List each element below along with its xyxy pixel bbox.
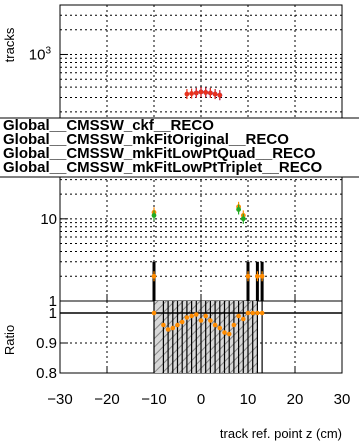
legend: Global__CMSSW_ckf__RECO Global__CMSSW_mk… xyxy=(0,117,359,178)
top-y-ticks: 1 10 103 xyxy=(29,45,68,310)
ratio-point xyxy=(245,310,251,316)
ratio-point xyxy=(217,325,223,331)
data-point xyxy=(151,213,157,218)
ratio-panel: 0.8 0.9 1 Ratio xyxy=(2,300,343,382)
x-axis-label: track ref. point z (cm) xyxy=(220,426,342,441)
legend-box xyxy=(0,117,359,178)
y-tick-label: 0.9 xyxy=(36,335,57,352)
x-tick-label: 10 xyxy=(240,391,257,408)
x-tick-label: −30 xyxy=(47,391,72,408)
legend-entry: Global__CMSSW_mkFitLowPtQuad__RECO xyxy=(3,145,316,162)
x-tick-label: 30 xyxy=(334,391,351,408)
y-tick-label: 0.8 xyxy=(36,365,57,382)
top-error-bars xyxy=(152,261,264,301)
data-point xyxy=(217,92,223,98)
ratio-point xyxy=(198,318,204,323)
ratio-point xyxy=(161,322,166,328)
ratio-data-points xyxy=(151,301,265,373)
ratio-point xyxy=(170,325,176,331)
y-tick-label: 1 xyxy=(49,293,57,310)
ratio-point xyxy=(165,327,171,332)
data-point xyxy=(193,90,199,96)
data-point xyxy=(208,90,213,96)
ratio-point xyxy=(236,313,241,319)
ratio-point xyxy=(184,315,190,320)
ratio-y-axis-label: Ratio xyxy=(2,325,17,355)
y-tick-label: 10 xyxy=(40,211,57,228)
top-y-axis-label: tracks xyxy=(2,27,17,62)
x-axis-ticks: −30 −20 −10 0 10 20 30 xyxy=(47,294,350,408)
data-point xyxy=(203,90,209,95)
ratio-point xyxy=(259,310,265,316)
data-point xyxy=(212,91,218,97)
data-point xyxy=(151,273,157,279)
ratio-point xyxy=(194,312,199,317)
ratio-point xyxy=(231,322,237,328)
data-point xyxy=(198,89,204,95)
legend-entry: Global__CMSSW_mkFitLowPtTriplet__RECO xyxy=(3,159,323,176)
ratio-point xyxy=(255,310,260,316)
data-point xyxy=(240,216,246,222)
ratio-point xyxy=(250,310,255,316)
ratio-point xyxy=(175,322,180,328)
legend-entry: Global__CMSSW_ckf__RECO xyxy=(3,117,214,134)
ratio-point xyxy=(241,316,246,322)
y-tick-label: 103 xyxy=(29,45,52,63)
top-data-points xyxy=(151,86,265,282)
data-point xyxy=(184,91,190,97)
ratio-y-ticks: 0.8 0.9 1 xyxy=(36,305,68,382)
data-point xyxy=(259,273,265,279)
x-tick-label: −20 xyxy=(94,391,119,408)
legend-entry: Global__CMSSW_mkFitOriginal__RECO xyxy=(3,131,289,148)
ratio-point xyxy=(179,319,185,325)
data-point xyxy=(255,273,260,279)
y-tick-label: 1 xyxy=(49,305,57,322)
x-tick-label: 20 xyxy=(287,391,304,408)
ratio-point xyxy=(212,322,218,328)
ratio-point xyxy=(151,310,157,316)
ratio-point xyxy=(203,313,208,319)
x-tick-label: −10 xyxy=(141,391,166,408)
ratio-point xyxy=(226,331,232,337)
data-point xyxy=(236,207,242,212)
data-point xyxy=(189,91,195,96)
x-tick-label: 0 xyxy=(197,391,205,408)
data-point xyxy=(245,273,251,279)
ratio-point xyxy=(208,318,213,323)
ratio-point xyxy=(222,330,227,335)
ratio-point xyxy=(189,313,194,319)
